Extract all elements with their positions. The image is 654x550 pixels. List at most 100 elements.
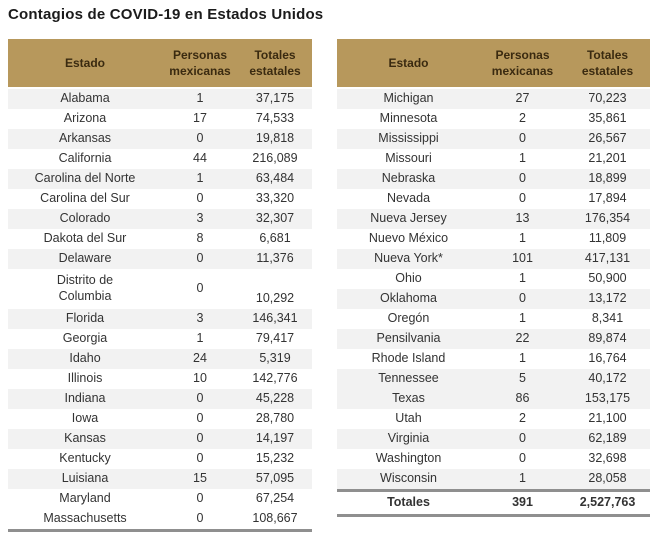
mexicanas-cell: 0 [519,291,526,306]
mexicanas-cell: 0 [519,191,526,206]
totales-cell: 21,100 [588,411,627,426]
totales-cell: 45,228 [255,391,295,406]
state-cell: Nuevo México [368,231,449,246]
totales-cell: 10,292 [255,291,295,306]
state-cell: Nueva York* [374,251,443,266]
totales-cell: 11,809 [588,231,627,246]
table-row: Nevada 0 17,894 [337,189,650,209]
totales-cell: 153,175 [584,391,631,406]
state-cell: Kentucky [59,451,111,466]
table-row: Virginia 0 62,189 [337,429,650,449]
totales-cell: 18,899 [588,171,627,186]
totales-cell: 70,223 [588,91,627,106]
totales-cell: 16,764 [588,351,627,366]
state-cell: Nevada [386,191,431,206]
mexicanas-cell: 0 [196,281,204,296]
mexicanas-cell: 0 [519,431,526,446]
state-cell: Pensilvania [376,331,441,346]
report-page: Contagios de COVID-19 en Estados Unidos … [8,6,650,532]
state-cell: Minnesota [379,111,438,126]
table-row: Carolina del Sur 0 33,320 [8,189,312,209]
mexicanas-cell: 1 [519,351,526,366]
mexicanas-cell: 1 [519,471,526,486]
table-row: Wisconsin 1 28,058 [337,469,650,489]
mexicanas-cell: 13 [515,211,530,226]
table-row: Oregón 1 8,341 [337,309,650,329]
totales-cell: 79,417 [255,331,295,346]
table-row: Kansas 0 14,197 [8,429,312,449]
mexicanas-cell: 1 [519,271,526,286]
mexicanas-cell: 0 [196,251,204,266]
table-row: Florida 3 146,341 [8,309,312,329]
state-cell: Iowa [71,411,99,426]
mexicanas-cell: 3 [196,211,204,226]
state-cell: Carolina del Norte [34,171,136,186]
state-cell: Missouri [385,151,432,166]
state-cell: Oklahoma [380,291,437,306]
mexicanas-cell: 0 [519,171,526,186]
table-row: California 44 216,089 [8,149,312,169]
totales-cell: 89,874 [588,331,627,346]
totales-cell: 14,197 [255,431,295,446]
totales-cell: 6,681 [259,231,291,246]
totales-cell: 176,354 [584,211,631,226]
table-row: Nueva York* 101 417,131 [337,249,650,269]
state-cell: Delaware [58,251,112,266]
totales-cell: 74,533 [255,111,295,126]
column-header: Estado [64,55,105,70]
mexicanas-cell: 2 [519,411,526,426]
totales-cell: 11,376 [256,251,294,266]
mexicanas-cell: 24 [193,351,207,366]
state-cell: Luisiana [61,471,109,486]
totales-cell: 26,567 [588,131,627,146]
left-table: Estado Personas mexicanas Totales estatale… [8,39,312,532]
column-header: Totales estatales [249,47,301,78]
mexicanas-cell: 86 [515,391,530,406]
totales-cell: 57,095 [255,471,295,486]
mexicanas-cell: 1 [519,151,526,166]
table-row: Colorado 3 32,307 [8,209,312,229]
state-cell: Tennessee [378,371,439,386]
state-cell: California [58,151,112,166]
state-cell: Nebraska [381,171,436,186]
mexicanas-cell: 101 [512,251,533,266]
table-row: Texas 86 153,175 [337,389,650,409]
mexicanas-cell: 0 [196,431,204,446]
state-cell: Ohio [395,271,422,286]
table-row: Iowa 0 28,780 [8,409,312,429]
state-cell: Virginia [387,431,430,446]
mexicanas-cell: 0 [519,451,526,466]
state-cell: Florida [65,311,105,326]
state-cell: Kansas [64,431,106,446]
totales-cell: 2,527,763 [579,495,636,510]
mexicanas-cell: 0 [196,411,204,426]
totales-cell: 28,058 [588,471,627,486]
mexicanas-cell: 22 [515,331,530,346]
table-row: Indiana 0 45,228 [8,389,312,409]
mexicanas-cell: 391 [512,495,533,510]
totales-cell: 417,131 [584,251,631,266]
mexicanas-cell: 2 [519,111,526,126]
table-row: Maryland 0 67,254 [8,489,312,509]
state-cell: Massachusetts [43,511,127,526]
state-cell: Colorado [59,211,111,226]
table-row: Michigan 27 70,223 [337,89,650,109]
state-cell: Rhode Island [371,351,446,366]
table-row: Alabama 1 37,175 [8,89,312,109]
mexicanas-cell: 0 [196,131,204,146]
state-cell: Oregón [387,311,430,326]
table-row: Idaho 24 5,319 [8,349,312,369]
mexicanas-cell: 15 [193,471,207,486]
table-row: Arizona 17 74,533 [8,109,312,129]
table-row: Illinois 10 142,776 [8,369,312,389]
table-row: Oklahoma 0 13,172 [337,289,650,309]
mexicanas-cell: 8 [196,231,204,246]
table-row: Tennessee 5 40,172 [337,369,650,389]
totales-cell: 28,780 [255,411,295,426]
totales-cell: 40,172 [588,371,627,386]
table-row: Carolina del Norte 1 63,484 [8,169,312,189]
totales-cell: 108,667 [252,511,298,526]
state-cell: Totales [387,495,430,510]
mexicanas-cell: 0 [196,511,204,526]
mexicanas-cell: 1 [519,311,526,326]
